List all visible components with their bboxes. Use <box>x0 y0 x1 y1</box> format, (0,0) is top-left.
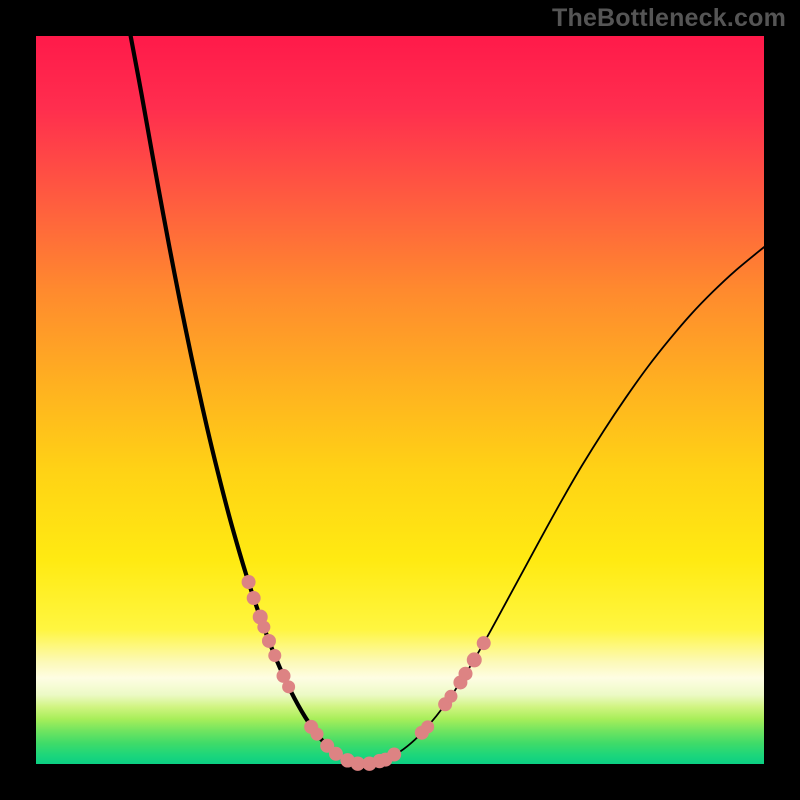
left-branch-curve <box>131 36 364 764</box>
data-marker <box>444 690 457 703</box>
data-marker <box>242 575 256 589</box>
data-marker <box>268 649 281 662</box>
data-marker <box>387 748 401 762</box>
data-marker <box>311 728 324 741</box>
data-marker <box>257 621 270 634</box>
data-marker <box>247 591 261 605</box>
data-marker <box>282 680 295 693</box>
data-marker <box>477 636 491 650</box>
data-marker <box>459 667 473 681</box>
data-marker <box>262 634 276 648</box>
watermark-text: TheBottleneck.com <box>552 4 786 33</box>
chart-stage: TheBottleneck.com <box>0 0 800 800</box>
v-curve-overlay <box>0 0 800 800</box>
right-branch-curve <box>364 247 764 764</box>
data-marker <box>421 720 434 733</box>
data-marker <box>467 652 482 667</box>
